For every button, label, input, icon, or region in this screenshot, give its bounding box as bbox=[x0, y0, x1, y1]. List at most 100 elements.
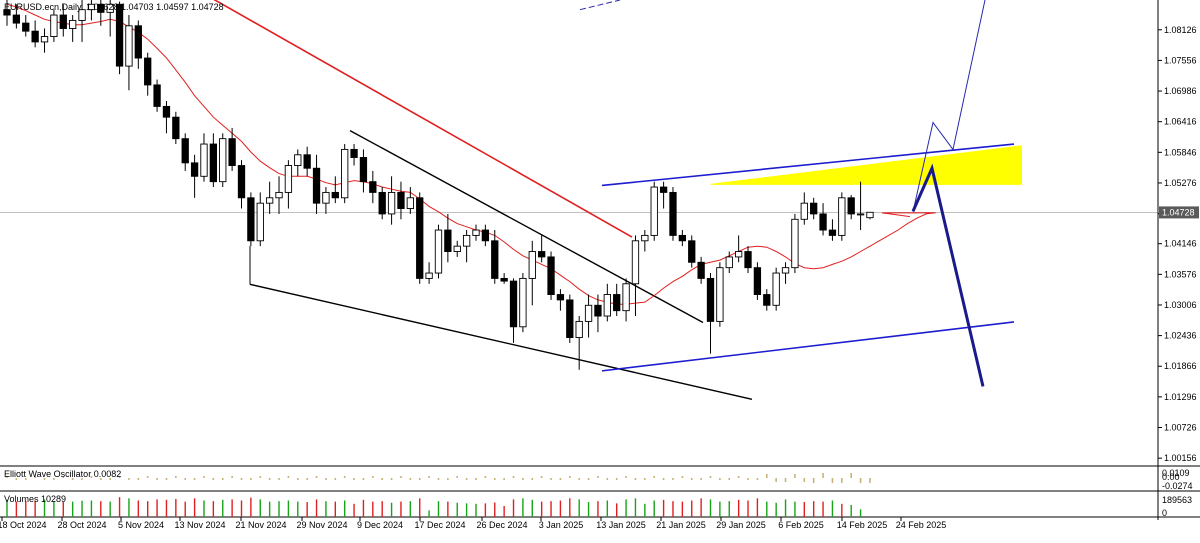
candle-body bbox=[350, 148, 358, 158]
candle-body bbox=[303, 154, 311, 169]
resistance-zone bbox=[710, 145, 1022, 185]
candle-body bbox=[284, 165, 293, 193]
time-tick-label: 24 Feb 2025 bbox=[896, 520, 947, 530]
candle-body bbox=[162, 105, 171, 118]
candle-body bbox=[678, 234, 687, 242]
candle-body bbox=[50, 14, 58, 37]
candle-body bbox=[387, 191, 396, 215]
candle-body bbox=[237, 165, 246, 199]
candle-body bbox=[219, 138, 227, 183]
candle-body bbox=[12, 14, 21, 24]
ewo-label: Elliott Wave Oscillator 0.0082 bbox=[4, 469, 121, 479]
channel-lower bbox=[601, 321, 1015, 372]
ewo-scale-zero: 0.00 bbox=[1162, 472, 1180, 482]
candle-body bbox=[125, 25, 133, 67]
time-tick-label: 13 Nov 2024 bbox=[174, 520, 225, 530]
candle-body bbox=[378, 191, 386, 215]
candle-body bbox=[491, 240, 499, 279]
candle-body bbox=[87, 3, 96, 11]
candle-body bbox=[144, 57, 152, 86]
ewo-scale-bottom: -0.0274 bbox=[1162, 481, 1193, 491]
time-tick-label: 18 Oct 2024 bbox=[0, 520, 47, 530]
candle-body bbox=[97, 3, 105, 13]
candle-body bbox=[453, 245, 461, 252]
price-tick-label: 1.06986 bbox=[1164, 86, 1197, 96]
candle-body bbox=[772, 272, 780, 306]
candle-body bbox=[556, 294, 565, 301]
candle-body bbox=[500, 277, 508, 282]
candle-body bbox=[331, 191, 339, 199]
candle-body bbox=[509, 280, 518, 328]
time-tick-label: 14 Feb 2025 bbox=[837, 520, 888, 530]
time-tick-label: 17 Dec 2024 bbox=[414, 520, 465, 530]
candle-body bbox=[538, 251, 546, 258]
candle-body bbox=[181, 138, 189, 164]
candle-body bbox=[800, 202, 808, 220]
candle-body bbox=[265, 197, 274, 204]
time-tick-label: 28 Oct 2024 bbox=[57, 520, 106, 530]
resistance-zone-fill bbox=[710, 145, 1022, 185]
time-tick-label: 29 Nov 2024 bbox=[296, 520, 347, 530]
candle-body bbox=[172, 116, 180, 140]
candle-body bbox=[641, 234, 649, 242]
candle-body bbox=[819, 213, 827, 231]
volume-label: Volumes 10289 bbox=[4, 494, 66, 504]
candle-body bbox=[706, 277, 715, 322]
symbol-label: EURUSD.ecn,Daily bbox=[4, 2, 82, 12]
candle-body bbox=[697, 261, 705, 279]
candle-body bbox=[200, 143, 208, 177]
current-price-tag bbox=[1159, 206, 1199, 219]
candle-body bbox=[622, 283, 630, 312]
candle-body bbox=[190, 162, 199, 177]
candle-body bbox=[481, 229, 490, 242]
candle-body bbox=[153, 84, 161, 107]
current-price-label: 1.04728 bbox=[1162, 207, 1195, 217]
price-tick-label: 1.03006 bbox=[1164, 300, 1197, 310]
candle-body bbox=[434, 229, 443, 274]
candle-body bbox=[547, 256, 555, 295]
time-tick-label: 5 Nov 2024 bbox=[118, 520, 164, 530]
candle-body bbox=[209, 143, 218, 183]
time-tick-label: 29 Jan 2025 bbox=[716, 520, 766, 530]
price-tick-label: 1.00726 bbox=[1164, 423, 1197, 433]
time-tick-label: 13 Jan 2025 bbox=[596, 520, 646, 530]
bearish-forecast bbox=[911, 163, 985, 387]
candle-body bbox=[631, 240, 640, 285]
price-tick-label: 1.03576 bbox=[1164, 269, 1197, 279]
candle-body bbox=[134, 25, 142, 59]
candle-body bbox=[528, 251, 536, 279]
price-tick-label: 1.06416 bbox=[1164, 117, 1197, 127]
forecast-path bbox=[579, 0, 986, 387]
time-axis: 18 Oct 2024 28 Oct 2024 5 Nov 2024 13 Nov 2… bbox=[0, 517, 946, 530]
candle-body bbox=[594, 304, 602, 317]
candle-body bbox=[856, 213, 865, 216]
price-tick-label: 1.08126 bbox=[1164, 25, 1197, 35]
candles bbox=[3, 0, 874, 370]
time-tick-label: 3 Jan 2025 bbox=[539, 520, 584, 530]
price-tick-label: 1.07556 bbox=[1164, 55, 1197, 65]
time-tick-label: 21 Nov 2024 bbox=[235, 520, 286, 530]
candle-body bbox=[575, 320, 583, 338]
candle-body bbox=[659, 186, 668, 193]
candle-body bbox=[603, 294, 611, 317]
candle-body bbox=[322, 191, 330, 204]
candle-body bbox=[256, 202, 264, 242]
falling-wedge-lower bbox=[249, 283, 753, 401]
candle-body bbox=[519, 277, 527, 328]
candle-body bbox=[416, 197, 424, 279]
candle-body bbox=[669, 191, 677, 236]
bullish-forecast bbox=[912, 0, 986, 212]
price-tick-label: 1.00156 bbox=[1164, 453, 1197, 463]
candle-body bbox=[228, 138, 236, 166]
candle-body bbox=[753, 267, 762, 295]
candle-body bbox=[69, 19, 77, 29]
time-tick-label: 6 Feb 2025 bbox=[778, 520, 824, 530]
candle-body bbox=[847, 197, 855, 215]
time-tick-label: 26 Dec 2024 bbox=[476, 520, 527, 530]
candle-body bbox=[275, 191, 283, 199]
candle-body bbox=[584, 304, 593, 322]
candle-body bbox=[59, 14, 67, 29]
candle-body bbox=[838, 197, 846, 236]
